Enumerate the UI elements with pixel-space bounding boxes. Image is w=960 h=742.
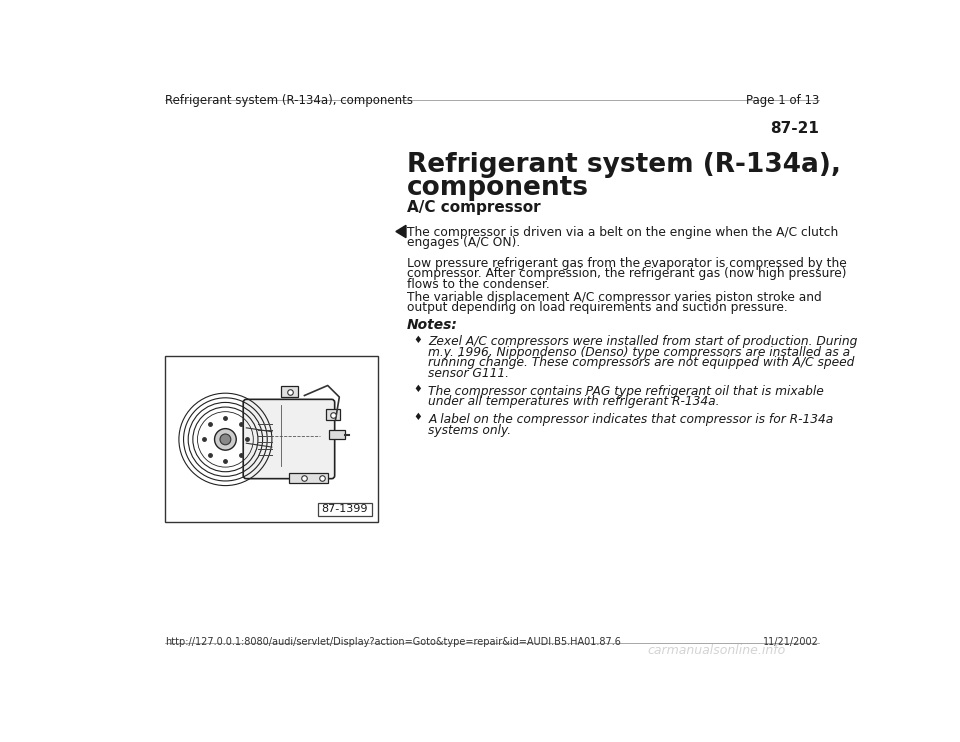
Text: The variable displacement A/C compressor varies piston stroke and: The variable displacement A/C compressor… [407, 291, 822, 303]
Text: under all temperatures with refrigerant R-134a.: under all temperatures with refrigerant … [428, 395, 720, 408]
Text: m.y. 1996, Nippondenso (Denso) type compressors are installed as a: m.y. 1996, Nippondenso (Denso) type comp… [428, 346, 851, 359]
Text: running change. These compressors are not equipped with A/C speed: running change. These compressors are no… [428, 356, 854, 370]
Text: Low pressure refrigerant gas from the evaporator is compressed by the: Low pressure refrigerant gas from the ev… [407, 257, 847, 270]
Text: Refrigerant system (R-134a), components: Refrigerant system (R-134a), components [165, 93, 413, 107]
Text: output depending on load requirements and suction pressure.: output depending on load requirements an… [407, 301, 787, 314]
Text: components: components [407, 175, 588, 201]
Text: 11/21/2002: 11/21/2002 [763, 637, 819, 646]
Text: 87-1399: 87-1399 [322, 504, 368, 514]
Text: engages (A/C ON).: engages (A/C ON). [407, 237, 520, 249]
Text: Zexel A/C compressors were installed from start of production. During: Zexel A/C compressors were installed fro… [428, 335, 858, 349]
Text: Notes:: Notes: [407, 318, 458, 332]
Text: ♦: ♦ [413, 413, 421, 422]
Text: flows to the condenser.: flows to the condenser. [407, 278, 549, 291]
Bar [165, 356, 378, 522]
Bar [281, 387, 299, 397]
Text: compressor. After compression, the refrigerant gas (now high pressure): compressor. After compression, the refri… [407, 267, 847, 280]
Text: systems only.: systems only. [428, 424, 512, 436]
Text: sensor G111.: sensor G111. [428, 367, 510, 380]
Bar [326, 410, 340, 420]
Text: Refrigerant system (R-134a),: Refrigerant system (R-134a), [407, 152, 841, 178]
Text: A label on the compressor indicates that compressor is for R-134a: A label on the compressor indicates that… [428, 413, 833, 426]
Circle shape [214, 429, 236, 450]
Polygon shape [396, 226, 406, 237]
Text: http://127.0.0.1:8080/audi/servlet/Display?action=Goto&type=repair&id=AUDI.B5.HA: http://127.0.0.1:8080/audi/servlet/Displ… [165, 637, 621, 646]
Bar [329, 430, 345, 439]
Bar [289, 473, 327, 483]
Text: Page 1 of 13: Page 1 of 13 [746, 93, 819, 107]
Bar [318, 502, 372, 516]
Text: ♦: ♦ [413, 384, 421, 394]
FancyBboxPatch shape [243, 399, 335, 479]
Text: carmanualsonline.info: carmanualsonline.info [647, 643, 785, 657]
Text: The compressor is driven via a belt on the engine when the A/C clutch: The compressor is driven via a belt on t… [407, 226, 838, 239]
Text: 87-21: 87-21 [770, 122, 819, 137]
Text: The compressor contains PAG type refrigerant oil that is mixable: The compressor contains PAG type refrige… [428, 384, 825, 398]
Text: ♦: ♦ [413, 335, 421, 345]
Text: A/C compressor: A/C compressor [407, 200, 540, 215]
Circle shape [220, 434, 230, 444]
